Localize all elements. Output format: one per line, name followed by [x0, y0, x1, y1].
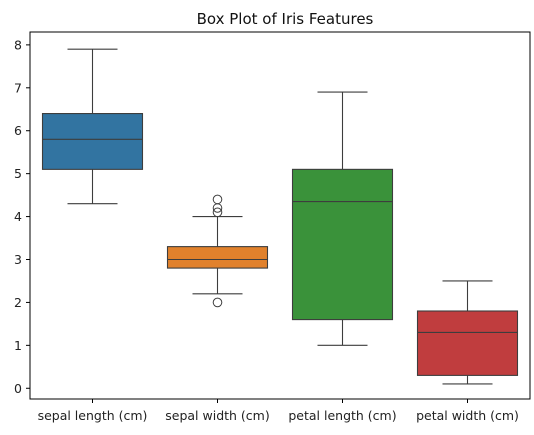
box-body: [166, 246, 269, 269]
box-4: [416, 280, 519, 385]
plot-area: 0 1 2 3 4 5 6 7 8 sepal length (cm) sepal width (c…: [14, 37, 519, 423]
y-tick-label: 7: [14, 80, 22, 95]
x-tick-label: petal width (cm): [416, 408, 519, 423]
y-tick-label: 4: [14, 209, 22, 224]
box-body: [291, 168, 394, 321]
chart-title: Box Plot of Iris Features: [197, 10, 374, 28]
outlier-point: [212, 207, 223, 218]
y-tick-label: 5: [14, 166, 22, 181]
plot-frame: [29, 31, 531, 400]
outlier-point: [212, 297, 223, 308]
x-tick-label: petal length (cm): [288, 408, 396, 423]
x-tick-label: sepal width (cm): [165, 408, 269, 423]
y-tick-label: 2: [14, 295, 22, 310]
y-tick-label: 6: [14, 123, 22, 138]
x-tick-label: sepal length (cm): [38, 408, 148, 423]
box-body: [416, 310, 519, 376]
y-tick-label: 0: [14, 381, 22, 396]
box-body: [41, 113, 144, 170]
box-2: [166, 194, 269, 308]
y-tick-label: 3: [14, 252, 22, 267]
outlier-point: [212, 194, 223, 205]
y-tick-label: 8: [14, 37, 22, 52]
box-3: [291, 91, 394, 346]
y-tick-label: 1: [14, 338, 22, 353]
box-1: [41, 48, 144, 205]
